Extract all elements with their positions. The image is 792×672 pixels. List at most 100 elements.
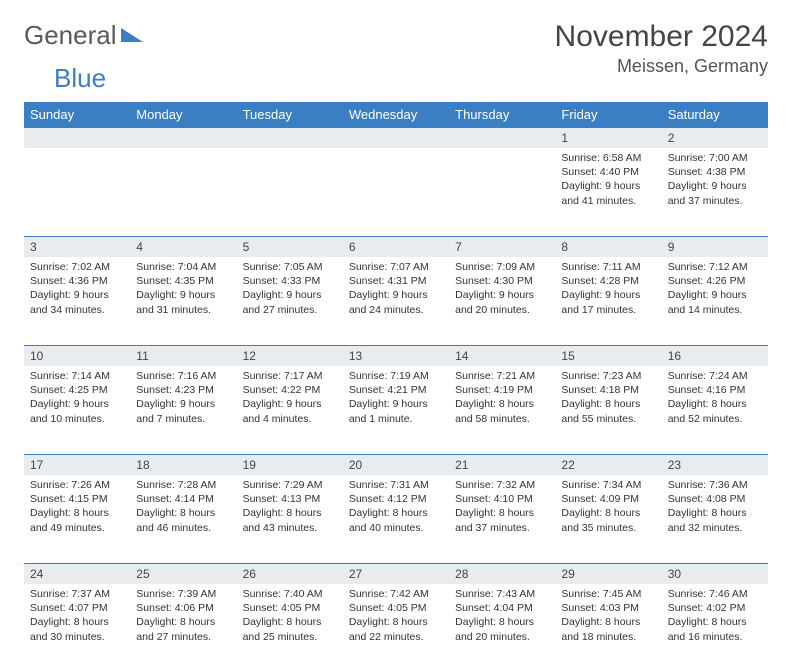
weekday-header: Sunday (24, 102, 130, 127)
sunrise-line: Sunrise: 7:05 AM (243, 260, 337, 274)
day-cell: Sunrise: 7:43 AMSunset: 4:04 PMDaylight:… (449, 584, 555, 672)
sunrise-line: Sunrise: 7:23 AM (561, 369, 655, 383)
day-number: 8 (555, 236, 661, 257)
title-block: November 2024 Meissen, Germany (555, 20, 768, 77)
daylight-line: Daylight: 8 hours and 30 minutes. (30, 615, 124, 643)
sunset-line: Sunset: 4:25 PM (30, 383, 124, 397)
daynum-row: 3456789 (24, 236, 768, 257)
daylight-line: Daylight: 8 hours and 27 minutes. (136, 615, 230, 643)
logo-triangle-icon (121, 28, 143, 42)
daylight-line: Daylight: 8 hours and 43 minutes. (243, 506, 337, 534)
day-cell: Sunrise: 7:14 AMSunset: 4:25 PMDaylight:… (24, 366, 130, 454)
day-cell: Sunrise: 7:42 AMSunset: 4:05 PMDaylight:… (343, 584, 449, 672)
day-cell: Sunrise: 7:19 AMSunset: 4:21 PMDaylight:… (343, 366, 449, 454)
sunrise-line: Sunrise: 7:34 AM (561, 478, 655, 492)
sunset-line: Sunset: 4:04 PM (455, 601, 549, 615)
day-number: 20 (343, 454, 449, 475)
day-cell (24, 148, 130, 236)
day-details: Sunrise: 7:14 AMSunset: 4:25 PMDaylight:… (24, 366, 130, 432)
daylight-line: Daylight: 8 hours and 49 minutes. (30, 506, 124, 534)
day-details: Sunrise: 7:07 AMSunset: 4:31 PMDaylight:… (343, 257, 449, 323)
sunrise-line: Sunrise: 7:04 AM (136, 260, 230, 274)
sunset-line: Sunset: 4:38 PM (668, 165, 762, 179)
day-number: 10 (24, 345, 130, 366)
day-cell: Sunrise: 7:46 AMSunset: 4:02 PMDaylight:… (662, 584, 768, 672)
day-details: Sunrise: 7:39 AMSunset: 4:06 PMDaylight:… (130, 584, 236, 650)
day-cell: Sunrise: 7:45 AMSunset: 4:03 PMDaylight:… (555, 584, 661, 672)
sunrise-line: Sunrise: 7:37 AM (30, 587, 124, 601)
logo-text-1: General (24, 20, 117, 51)
weekday-header: Saturday (662, 102, 768, 127)
day-number: 29 (555, 563, 661, 584)
day-cell: Sunrise: 7:07 AMSunset: 4:31 PMDaylight:… (343, 257, 449, 345)
day-cell: Sunrise: 7:34 AMSunset: 4:09 PMDaylight:… (555, 475, 661, 563)
day-cell: Sunrise: 7:37 AMSunset: 4:07 PMDaylight:… (24, 584, 130, 672)
daynum-row: 10111213141516 (24, 345, 768, 366)
sunrise-line: Sunrise: 7:42 AM (349, 587, 443, 601)
sunrise-line: Sunrise: 7:24 AM (668, 369, 762, 383)
sunrise-line: Sunrise: 7:45 AM (561, 587, 655, 601)
weekday-header: Thursday (449, 102, 555, 127)
day-cell (343, 148, 449, 236)
day-number: 26 (237, 563, 343, 584)
day-number (449, 127, 555, 148)
sunrise-line: Sunrise: 7:36 AM (668, 478, 762, 492)
daylight-line: Daylight: 8 hours and 20 minutes. (455, 615, 549, 643)
day-details: Sunrise: 7:43 AMSunset: 4:04 PMDaylight:… (449, 584, 555, 650)
sunrise-line: Sunrise: 7:31 AM (349, 478, 443, 492)
day-cell: Sunrise: 7:28 AMSunset: 4:14 PMDaylight:… (130, 475, 236, 563)
day-details: Sunrise: 7:46 AMSunset: 4:02 PMDaylight:… (662, 584, 768, 650)
daylight-line: Daylight: 9 hours and 41 minutes. (561, 179, 655, 207)
sunrise-line: Sunrise: 7:26 AM (30, 478, 124, 492)
weekday-header: Friday (555, 102, 661, 127)
daylight-line: Daylight: 9 hours and 14 minutes. (668, 288, 762, 316)
day-cell: Sunrise: 7:21 AMSunset: 4:19 PMDaylight:… (449, 366, 555, 454)
day-details: Sunrise: 7:24 AMSunset: 4:16 PMDaylight:… (662, 366, 768, 432)
day-cell: Sunrise: 7:32 AMSunset: 4:10 PMDaylight:… (449, 475, 555, 563)
day-details: Sunrise: 6:58 AMSunset: 4:40 PMDaylight:… (555, 148, 661, 214)
day-number: 28 (449, 563, 555, 584)
day-number: 16 (662, 345, 768, 366)
weekday-header: Monday (130, 102, 236, 127)
sunset-line: Sunset: 4:06 PM (136, 601, 230, 615)
day-details: Sunrise: 7:29 AMSunset: 4:13 PMDaylight:… (237, 475, 343, 541)
daylight-line: Daylight: 9 hours and 17 minutes. (561, 288, 655, 316)
day-details: Sunrise: 7:16 AMSunset: 4:23 PMDaylight:… (130, 366, 236, 432)
sunset-line: Sunset: 4:14 PM (136, 492, 230, 506)
logo: General (24, 20, 143, 51)
sunrise-line: Sunrise: 7:46 AM (668, 587, 762, 601)
daynum-row: 17181920212223 (24, 454, 768, 475)
day-details: Sunrise: 7:31 AMSunset: 4:12 PMDaylight:… (343, 475, 449, 541)
sunrise-line: Sunrise: 7:02 AM (30, 260, 124, 274)
sunset-line: Sunset: 4:30 PM (455, 274, 549, 288)
day-cell: Sunrise: 7:26 AMSunset: 4:15 PMDaylight:… (24, 475, 130, 563)
daylight-line: Daylight: 9 hours and 31 minutes. (136, 288, 230, 316)
day-number: 13 (343, 345, 449, 366)
daylight-line: Daylight: 9 hours and 10 minutes. (30, 397, 124, 425)
day-number: 30 (662, 563, 768, 584)
day-cell: Sunrise: 7:12 AMSunset: 4:26 PMDaylight:… (662, 257, 768, 345)
daylight-line: Daylight: 9 hours and 1 minute. (349, 397, 443, 425)
day-number: 24 (24, 563, 130, 584)
sunrise-line: Sunrise: 7:43 AM (455, 587, 549, 601)
day-cell: Sunrise: 7:09 AMSunset: 4:30 PMDaylight:… (449, 257, 555, 345)
calendar-body: 12Sunrise: 6:58 AMSunset: 4:40 PMDayligh… (24, 127, 768, 672)
sunset-line: Sunset: 4:18 PM (561, 383, 655, 397)
month-title: November 2024 (555, 20, 768, 54)
sunset-line: Sunset: 4:07 PM (30, 601, 124, 615)
daylight-line: Daylight: 9 hours and 37 minutes. (668, 179, 762, 207)
daylight-line: Daylight: 8 hours and 37 minutes. (455, 506, 549, 534)
daylight-line: Daylight: 8 hours and 46 minutes. (136, 506, 230, 534)
week-row: Sunrise: 7:37 AMSunset: 4:07 PMDaylight:… (24, 584, 768, 672)
day-cell: Sunrise: 7:36 AMSunset: 4:08 PMDaylight:… (662, 475, 768, 563)
sunrise-line: Sunrise: 7:09 AM (455, 260, 549, 274)
daylight-line: Daylight: 8 hours and 55 minutes. (561, 397, 655, 425)
daylight-line: Daylight: 8 hours and 22 minutes. (349, 615, 443, 643)
day-number (24, 127, 130, 148)
logo-text-2: Blue (54, 63, 106, 94)
day-cell: Sunrise: 7:24 AMSunset: 4:16 PMDaylight:… (662, 366, 768, 454)
daylight-line: Daylight: 9 hours and 34 minutes. (30, 288, 124, 316)
sunrise-line: Sunrise: 7:40 AM (243, 587, 337, 601)
daylight-line: Daylight: 8 hours and 16 minutes. (668, 615, 762, 643)
day-details: Sunrise: 7:02 AMSunset: 4:36 PMDaylight:… (24, 257, 130, 323)
